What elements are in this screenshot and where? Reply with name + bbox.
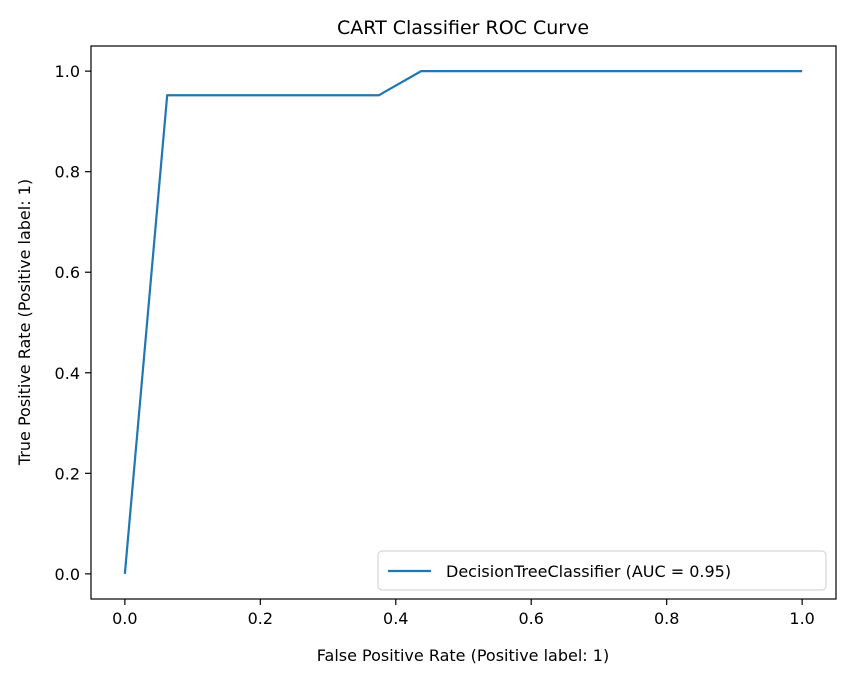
x-tick-label: 0.6 (519, 609, 544, 628)
y-tick-label: 0.2 (55, 464, 80, 483)
series-line-0 (123, 70, 803, 574)
plot-area (90, 45, 837, 600)
chart-title: CART Classifier ROC Curve (337, 17, 589, 39)
series-layer (123, 70, 803, 574)
y-axis-ticks: 0.0 0.2 0.4 0.6 0.8 1.0 (55, 62, 91, 584)
legend: DecisionTreeClassifier (AUC = 0.95) (377, 550, 827, 591)
y-tick-label: 0.0 (55, 565, 80, 584)
x-tick-label: 0.4 (383, 609, 408, 628)
y-tick-label: 0.8 (55, 163, 80, 182)
legend-box (377, 550, 827, 591)
y-axis-label: True Positive Rate (Positive label: 1) (15, 179, 34, 466)
y-tick-label: 1.0 (55, 62, 80, 81)
y-tick-label: 0.4 (55, 364, 80, 383)
x-tick-label: 1.0 (789, 609, 814, 628)
plot-frame (90, 45, 837, 600)
x-axis-ticks: 0.0 0.2 0.4 0.6 0.8 1.0 (112, 599, 815, 628)
x-axis-label: False Positive Rate (Positive label: 1) (317, 646, 609, 665)
x-tick-label: 0.2 (248, 609, 273, 628)
y-tick-label: 0.6 (55, 263, 80, 282)
x-tick-label: 0.8 (654, 609, 679, 628)
x-tick-label: 0.0 (112, 609, 137, 628)
legend-entry-label: DecisionTreeClassifier (AUC = 0.95) (446, 562, 731, 581)
